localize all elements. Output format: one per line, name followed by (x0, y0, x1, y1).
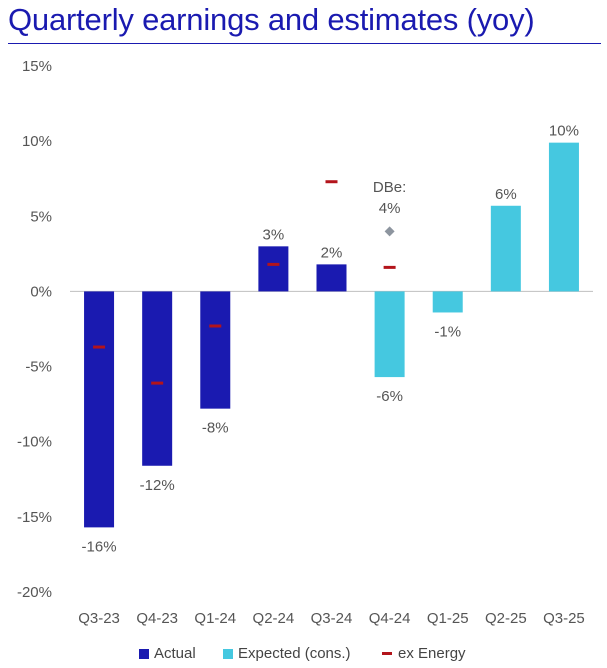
x-tick-label: Q4-24 (369, 610, 411, 627)
x-tick-label: Q3-25 (543, 610, 585, 627)
chart-title: Quarterly earnings and estimates (yoy) (8, 2, 535, 37)
bar-q3-24 (316, 264, 347, 292)
data-label-q2-24: 3% (263, 226, 285, 243)
y-tick-label: -20% (17, 584, 52, 601)
legend-label-expected: Expected (cons.) (238, 645, 351, 662)
bar-chart: 15% 10% 5% 0% -5% -10% -15% -20% -16% -12% -8% 3% 2%… (17, 58, 593, 627)
x-tick-label: Q3-24 (311, 610, 353, 627)
legend-label-actual: Actual (154, 645, 196, 662)
bar-q3-23 (84, 291, 115, 528)
data-label-q4-23: -12% (140, 477, 175, 494)
legend-item-actual: Actual (139, 645, 196, 662)
dbe-value-label: 4% (379, 200, 401, 217)
bar-q4-24 (374, 291, 405, 378)
y-tick-label: -10% (17, 434, 52, 451)
y-tick-label: 15% (22, 58, 52, 75)
legend-swatch-ex-energy (382, 652, 392, 655)
legend-swatch-actual (139, 648, 149, 659)
legend-item-expected: Expected (cons.) (223, 645, 351, 662)
x-tick-label: Q1-24 (194, 610, 236, 627)
y-tick-label: 5% (30, 208, 52, 225)
x-tick-label: Q4-23 (136, 610, 178, 627)
legend-item-ex-energy: ex Energy (382, 645, 466, 662)
legend-label-ex-energy: ex Energy (398, 645, 466, 662)
data-label-q2-25: 6% (495, 186, 517, 203)
y-tick-label: 0% (30, 283, 52, 300)
legend: Actual Expected (cons.) ex Energy (0, 645, 607, 667)
x-tick-label: Q2-24 (253, 610, 295, 627)
bar-q2-24 (258, 246, 289, 292)
data-label-q3-24: 2% (321, 244, 343, 261)
data-label-q3-25: 10% (549, 123, 579, 140)
x-tick-label: Q2-25 (485, 610, 527, 627)
data-label-q1-24: -8% (202, 420, 229, 437)
dbe-label: DBe: (373, 179, 406, 196)
bar-q3-25 (548, 142, 579, 292)
x-tick-label: Q3-23 (78, 610, 120, 627)
bar-q2-25 (490, 205, 521, 292)
data-label-q3-23: -16% (82, 538, 117, 555)
title-underline (8, 43, 601, 44)
y-tick-label: -15% (17, 509, 52, 526)
data-label-q1-25: -1% (434, 323, 461, 340)
x-tick-label: Q1-25 (427, 610, 469, 627)
bar-q1-25 (432, 291, 463, 313)
bar-q1-24 (200, 291, 231, 409)
y-tick-label: -5% (25, 359, 52, 376)
bar-q4-23 (142, 291, 173, 466)
dbe-estimate-diamond (384, 226, 395, 237)
data-label-q4-24: -6% (376, 388, 403, 405)
legend-swatch-expected (223, 648, 233, 659)
y-tick-label: 10% (22, 133, 52, 150)
